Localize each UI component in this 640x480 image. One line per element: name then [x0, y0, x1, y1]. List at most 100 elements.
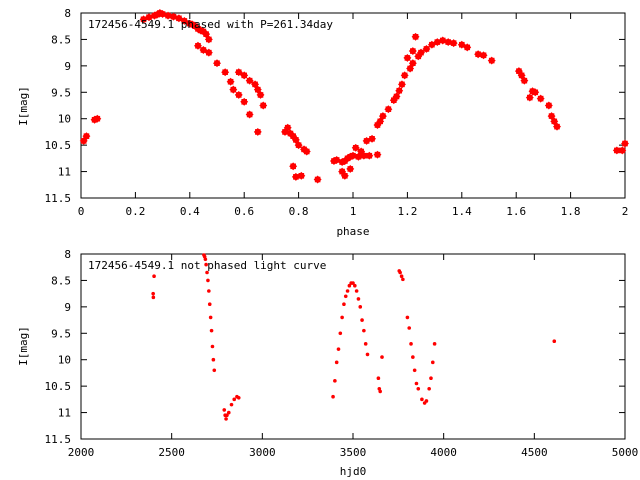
- x-tick-label: 1.8: [561, 205, 581, 218]
- data-point: [552, 339, 557, 344]
- x-axis-label: phase: [336, 225, 369, 238]
- data-points: [151, 253, 557, 421]
- y-tick-label: 9: [64, 301, 71, 314]
- y-tick-label: 11: [58, 166, 71, 179]
- data-point: [212, 368, 217, 373]
- x-tick-label: 2: [622, 205, 629, 218]
- y-tick-label: 11: [58, 407, 71, 420]
- x-tick-label: 0.4: [180, 205, 200, 218]
- data-point-shape: [618, 146, 627, 155]
- y-tick-label: 8.5: [51, 274, 71, 287]
- data-point-shape: [234, 90, 243, 99]
- y-axis-label: I[mag]: [17, 326, 30, 366]
- x-tick-label: 0.8: [289, 205, 309, 218]
- y-tick-label: 10: [58, 354, 71, 367]
- data-point: [416, 386, 421, 391]
- data-point-shape: [294, 141, 303, 150]
- phased-light-curve-panel: 0 0.2 0.4 0.6 0.8 1 1.2 1.4 1.6 1.8 2 8 8.5 9 9.5 10 10…: [17, 7, 629, 238]
- data-point-shape: [621, 139, 629, 148]
- data-point: [407, 326, 412, 330]
- data-point: [411, 355, 415, 359]
- x-tick-label: 4000: [430, 446, 457, 459]
- data-point: [354, 289, 359, 293]
- data-point-shape: [373, 150, 382, 159]
- data-point: [365, 352, 370, 357]
- y-tick-label: 11.5: [45, 192, 72, 205]
- data-point: [414, 381, 419, 386]
- y-axis-ticks: 8 8.5 9 9.5 10 10.5 11 11.5: [45, 7, 625, 205]
- data-point: [340, 315, 344, 320]
- y-tick-label: 9.5: [51, 86, 71, 99]
- data-point-shape: [351, 143, 360, 152]
- x-tick-label: 0.2: [125, 205, 145, 218]
- data-point-shape: [357, 147, 366, 156]
- data-point: [209, 328, 214, 333]
- data-point: [412, 368, 417, 373]
- y-tick-label: 9.5: [51, 327, 71, 340]
- data-point: [345, 289, 350, 293]
- data-point-shape: [164, 11, 172, 20]
- data-point-shape: [354, 152, 363, 161]
- data-point-shape: [349, 151, 357, 160]
- data-point: [353, 283, 357, 288]
- data-point: [331, 394, 335, 399]
- y-tick-label: 10.5: [45, 139, 72, 152]
- data-point-shape: [550, 117, 559, 126]
- y-axis-ticks: 8 8.5 9 9.5 10 10.5 11 11.5: [45, 248, 625, 446]
- data-point: [356, 297, 361, 301]
- data-point: [207, 289, 211, 293]
- x-tick-label: 1.2: [397, 205, 417, 218]
- data-point-shape: [340, 171, 349, 180]
- data-point-shape: [213, 59, 221, 68]
- x-axis-ticks: 0 0.2 0.4 0.6 0.8 1 1.2 1.4 1.6 1.8 2: [78, 13, 629, 218]
- data-point: [432, 342, 437, 346]
- x-tick-label: 2500: [158, 446, 185, 459]
- y-tick-label: 10.5: [45, 380, 72, 393]
- data-point-shape: [221, 68, 230, 77]
- data-point: [203, 257, 208, 262]
- data-point: [152, 274, 156, 279]
- data-point: [358, 305, 363, 309]
- data-point: [236, 395, 241, 400]
- data-point: [427, 386, 431, 391]
- data-point: [206, 278, 210, 283]
- data-point: [380, 355, 384, 359]
- data-point: [347, 283, 352, 288]
- data-point: [222, 408, 227, 412]
- data-point: [334, 360, 339, 365]
- data-point: [376, 376, 381, 381]
- data-point-shape: [346, 164, 355, 173]
- x-tick-label: 3500: [340, 446, 367, 459]
- data-point-shape: [291, 135, 300, 144]
- data-point: [205, 270, 209, 275]
- data-point: [229, 402, 234, 407]
- data-point: [207, 302, 212, 307]
- data-point: [211, 357, 216, 362]
- x-tick-label: 1.4: [452, 205, 472, 218]
- unphased-light-curve-panel: 2000 2500 3000 3500 4000 4500 5000 8 8.5 9 9.5 10 1…: [17, 248, 638, 478]
- x-axis-ticks: 2000 2500 3000 3500 4000 4500 5000: [68, 254, 638, 459]
- x-tick-label: 0.6: [234, 205, 254, 218]
- data-point-shape: [234, 68, 243, 77]
- x-axis-label: hjd0: [340, 465, 367, 478]
- x-tick-label: 3000: [249, 446, 276, 459]
- data-point: [378, 389, 383, 394]
- data-point-shape: [253, 127, 262, 136]
- data-point: [429, 376, 433, 381]
- data-point: [151, 295, 156, 300]
- y-tick-label: 8.5: [51, 33, 71, 46]
- data-point: [151, 291, 155, 296]
- data-point: [351, 281, 355, 285]
- data-point: [338, 331, 343, 336]
- x-tick-label: 1.6: [506, 205, 526, 218]
- data-point: [398, 270, 402, 275]
- data-point: [405, 315, 410, 320]
- data-point: [343, 294, 348, 299]
- data-point: [224, 417, 228, 421]
- data-point: [420, 397, 424, 402]
- data-point: [401, 277, 405, 282]
- y-tick-label: 9: [64, 60, 71, 73]
- y-tick-label: 8: [64, 7, 71, 20]
- data-point: [210, 344, 215, 349]
- data-point: [363, 342, 368, 346]
